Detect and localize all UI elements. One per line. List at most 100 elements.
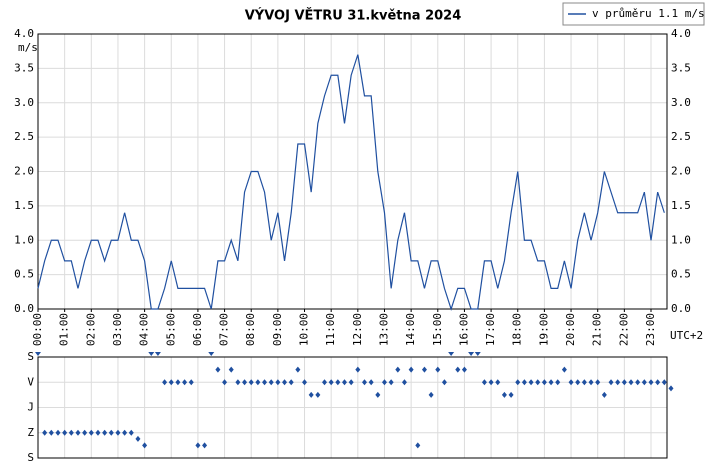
direction-marker: [628, 379, 634, 386]
x-tick-label: 10:00: [298, 313, 311, 346]
direction-marker: [474, 352, 481, 356]
direction-marker: [461, 366, 467, 373]
direction-marker: [515, 379, 521, 386]
x-tick-label: 11:00: [324, 313, 337, 346]
direction-marker: [302, 379, 308, 386]
x-tick-label: 16:00: [457, 313, 470, 346]
direction-marker: [415, 442, 421, 449]
y-tick-label-right: 2.5: [671, 130, 691, 143]
direction-marker: [248, 379, 254, 386]
direction-marker: [35, 352, 41, 356]
direction-marker: [348, 379, 354, 386]
direction-marker: [541, 379, 547, 386]
direction-marker: [448, 352, 455, 356]
direction-marker: [601, 391, 607, 398]
y-axis-unit: m/s: [18, 41, 38, 54]
x-tick-label: 08:00: [244, 313, 257, 346]
y-tick-label-right: 4.0: [671, 27, 691, 40]
direction-marker: [501, 391, 507, 398]
direction-marker: [115, 429, 121, 436]
x-tick-label: 19:00: [537, 313, 550, 346]
direction-marker: [68, 429, 74, 436]
direction-marker: [528, 379, 534, 386]
direction-marker: [222, 379, 228, 386]
direction-marker: [388, 379, 394, 386]
direction-marker: [395, 366, 401, 373]
direction-marker: [322, 379, 328, 386]
y-tick-label: Z: [27, 426, 34, 439]
direction-marker: [428, 391, 434, 398]
y-tick-label: 3.5: [14, 61, 34, 74]
y-tick-label-right: 3.0: [671, 96, 691, 109]
direction-marker: [521, 379, 527, 386]
x-tick-label: 17:00: [484, 313, 497, 346]
direction-marker: [55, 429, 61, 436]
direction-marker: [295, 366, 301, 373]
direction-marker: [175, 379, 181, 386]
direction-marker: [648, 379, 654, 386]
direction-marker: [595, 379, 601, 386]
direction-marker: [102, 429, 108, 436]
y-tick-label: 1.0: [14, 233, 34, 246]
y-tick-label: S: [27, 350, 34, 363]
direction-marker: [228, 366, 234, 373]
direction-marker: [661, 379, 667, 386]
direction-marker: [361, 379, 367, 386]
direction-marker: [621, 379, 627, 386]
direction-marker: [168, 379, 174, 386]
direction-marker: [568, 379, 574, 386]
y-tick-label: S: [27, 451, 34, 464]
direction-marker: [615, 379, 621, 386]
x-tick-label: 13:00: [377, 313, 390, 346]
direction-marker: [48, 429, 54, 436]
direction-marker: [62, 429, 68, 436]
direction-marker: [481, 379, 487, 386]
y-tick-label-right: 0.0: [671, 302, 691, 315]
y-tick-label-right: 1.5: [671, 199, 691, 212]
direction-marker: [268, 379, 274, 386]
legend-box: [562, 2, 705, 26]
direction-marker: [421, 366, 427, 373]
x-tick-label: 23:00: [644, 313, 657, 346]
direction-marker: [342, 379, 348, 386]
y-tick-label-right: 3.5: [671, 61, 691, 74]
direction-marker: [275, 379, 281, 386]
direction-marker: [215, 366, 221, 373]
x-tick-label: 00:00: [31, 313, 44, 346]
plot-frame: [37, 33, 668, 310]
y-tick-label: 2.0: [14, 165, 34, 178]
direction-marker: [668, 385, 674, 392]
direction-marker: [655, 379, 661, 386]
y-tick-label: 0.0: [14, 302, 34, 315]
direction-marker: [441, 379, 447, 386]
x-tick-label: 07:00: [218, 313, 231, 346]
x-tick-label: 01:00: [58, 313, 71, 346]
direction-marker: [455, 366, 461, 373]
direction-marker: [42, 429, 48, 436]
x-tick-label: 03:00: [111, 313, 124, 346]
direction-marker: [588, 379, 594, 386]
direction-marker: [242, 379, 248, 386]
x-tick-label: 09:00: [271, 313, 284, 346]
x-tick-label: 04:00: [138, 313, 151, 346]
x-tick-label: 02:00: [84, 313, 97, 346]
x-tick-label: 05:00: [164, 313, 177, 346]
x-tick-label: 14:00: [404, 313, 417, 346]
direction-marker: [581, 379, 587, 386]
direction-marker: [381, 379, 387, 386]
y-tick-label-right: 1.0: [671, 233, 691, 246]
direction-marker: [335, 379, 341, 386]
direction-marker: [195, 442, 201, 449]
y-tick-label: 4.0: [14, 27, 34, 40]
direction-marker: [288, 379, 294, 386]
x-axis-label: UTC+2: [670, 329, 703, 342]
direction-marker: [128, 429, 134, 436]
x-tick-label: 22:00: [617, 313, 630, 346]
direction-marker: [435, 366, 441, 373]
y-tick-label: 1.5: [14, 199, 34, 212]
direction-marker: [202, 442, 208, 449]
direction-marker: [495, 379, 501, 386]
direction-marker: [182, 379, 188, 386]
direction-marker: [635, 379, 641, 386]
